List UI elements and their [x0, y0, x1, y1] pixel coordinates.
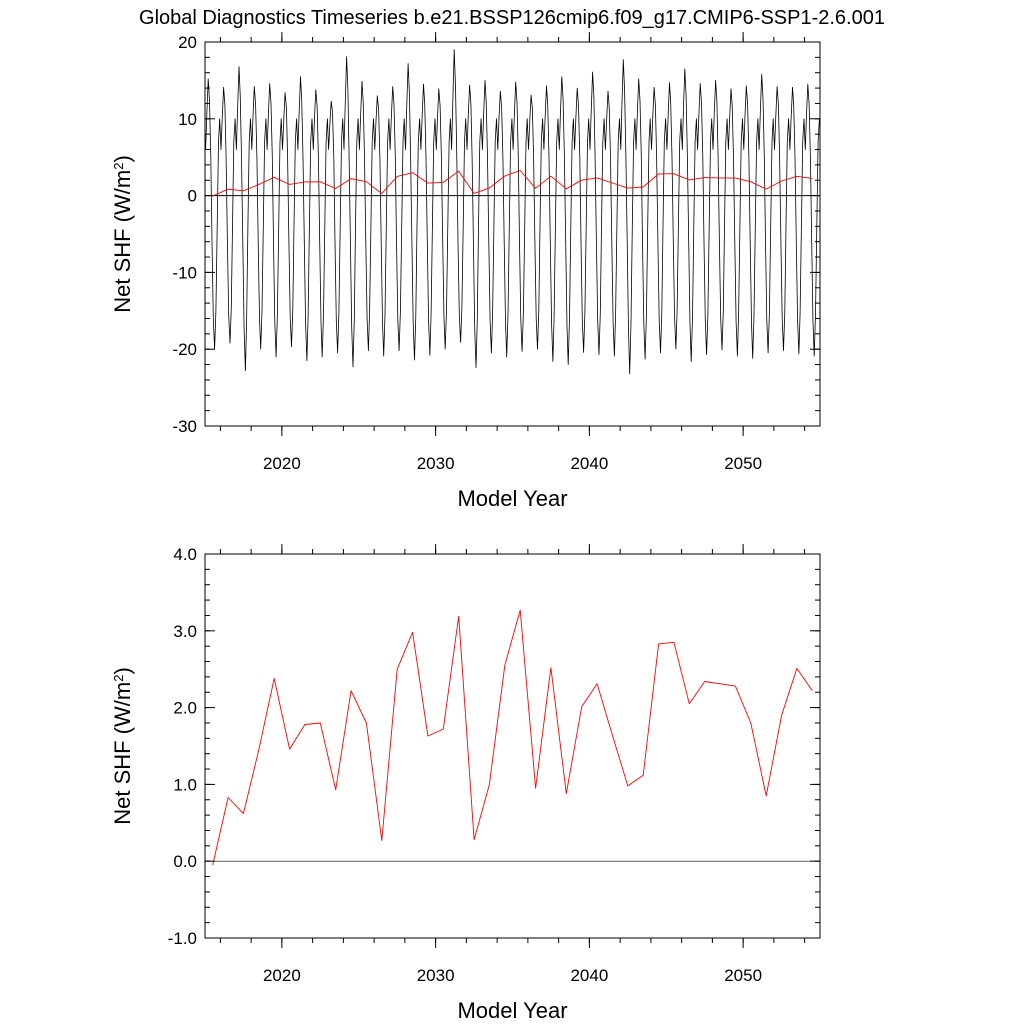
top-panel-y-axis-title-sup: 2	[111, 163, 126, 170]
top-panel-y-tick-label: -20	[172, 340, 197, 359]
top-panel-x-tick-label: 2040	[570, 454, 608, 473]
top-panel-y-tick-label: 20	[178, 33, 197, 52]
bottom-panel-series	[212, 609, 813, 866]
bottom-panel-y-tick-label: -1.0	[168, 929, 197, 948]
top-panel-y-tick-label: -10	[172, 263, 197, 282]
top-panel-y-axis-title-main: Net SHF (W/m	[110, 170, 135, 313]
bottom-panel-y-tick-label: 0.0	[173, 852, 197, 871]
top-panel-x-tick-labels: 2020 2030 2040 2050	[263, 454, 762, 473]
bottom-panel-y-axis-title: Net SHF (W/m2)	[110, 667, 135, 825]
bottom-panel-y-tick-label: 4.0	[173, 545, 197, 564]
bottom-panel-x-tick-label: 2040	[570, 966, 608, 985]
top-panel-y-axis-title: Net SHF (W/m2)	[110, 155, 135, 313]
top-panel-y-tick-labels: -30 -20 -10 0 10 20	[172, 33, 197, 436]
figure-title: Global Diagnostics Timeseries b.e21.BSSP…	[139, 7, 885, 29]
bottom-panel-annual-series-line	[212, 609, 813, 866]
bottom-panel-y-tick-label: 3.0	[173, 622, 197, 641]
bottom-panel-x-tick-label: 2030	[417, 966, 455, 985]
top-panel-ticks	[205, 32, 820, 436]
bottom-panel-x-tick-labels: 2020 2030 2040 2050	[263, 966, 762, 985]
bottom-panel-x-axis-title: Model Year	[457, 998, 567, 1023]
bottom-panel-y-axis-title-main: Net SHF (W/m	[110, 682, 135, 825]
bottom-panel-plot-frame	[204, 553, 821, 939]
bottom-panel-ticks	[205, 544, 820, 948]
bottom-panel-y-tick-label: 2.0	[173, 699, 197, 718]
top-panel-y-tick-label: 0	[188, 187, 197, 206]
bottom-panel-y-axis-title-close: )	[110, 667, 135, 674]
top-panel-y-axis-title-close: )	[110, 155, 135, 162]
top-panel-x-tick-label: 2020	[263, 454, 301, 473]
bottom-panel: -1.0 0.0 1.0 2.0 3.0 4.0 2020 2030 2040 2050 Mod…	[110, 544, 821, 1023]
top-panel-annual-series-line	[212, 170, 813, 197]
top-panel-x-axis-title: Model Year	[457, 486, 567, 511]
top-panel-plot-frame	[204, 41, 821, 427]
top-panel-series	[205, 49, 820, 375]
top-panel-monthly-series-line	[205, 49, 820, 375]
bottom-panel-x-tick-label: 2050	[724, 966, 762, 985]
top-panel-x-tick-label: 2050	[724, 454, 762, 473]
bottom-panel-y-axis-title-sup: 2	[111, 675, 126, 682]
bottom-panel-y-tick-labels: -1.0 0.0 1.0 2.0 3.0 4.0	[168, 545, 197, 948]
top-panel-y-tick-label: -30	[172, 417, 197, 436]
top-panel-y-tick-label: 10	[178, 110, 197, 129]
top-panel-x-tick-label: 2030	[417, 454, 455, 473]
bottom-panel-x-tick-label: 2020	[263, 966, 301, 985]
top-panel: -30 -20 -10 0 10 20 2020 2030 2040 2050 Model Ye…	[110, 32, 821, 511]
bottom-panel-y-tick-label: 1.0	[173, 775, 197, 794]
